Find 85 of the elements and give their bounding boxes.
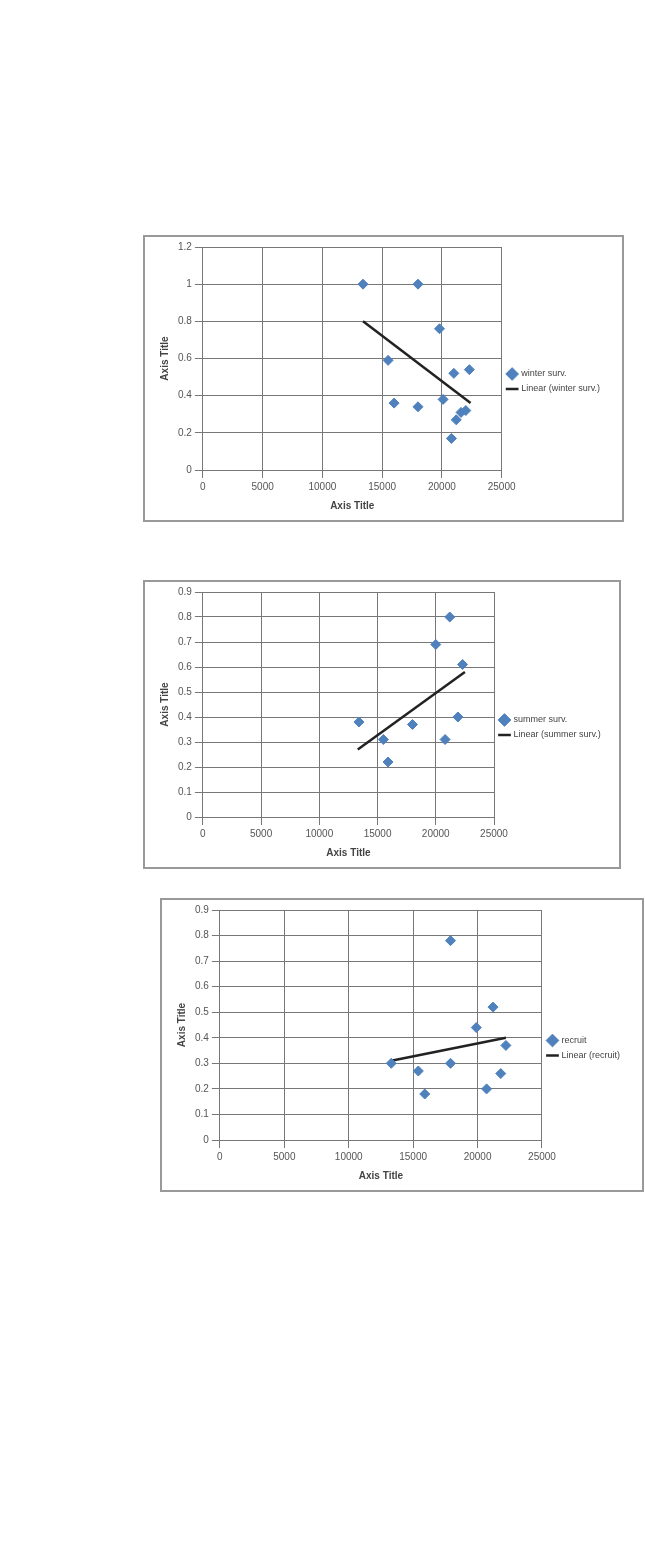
legend-label: Linear (summer surv.) xyxy=(513,729,601,740)
y-axis-title: Axis Title xyxy=(175,1002,187,1048)
y-tick-label: 0.9 xyxy=(178,585,193,597)
y-tick-label: 0.8 xyxy=(178,610,193,622)
x-tick-label: 20000 xyxy=(427,480,457,492)
point xyxy=(412,1065,424,1077)
y-tick-label: 1.2 xyxy=(178,240,193,252)
y-tick-label: 0.4 xyxy=(178,710,193,722)
y-tick-label: 0.1 xyxy=(195,1108,210,1120)
y-tick-label: 0.2 xyxy=(178,760,193,772)
x-tick-label: 25000 xyxy=(480,827,509,839)
legend-label: winter surv. xyxy=(520,368,567,379)
y-tick-label: 0 xyxy=(186,810,193,822)
point xyxy=(439,734,451,745)
point xyxy=(412,278,424,290)
point xyxy=(470,1022,482,1034)
point xyxy=(357,278,369,290)
point xyxy=(445,432,457,444)
point xyxy=(500,1039,512,1051)
x-axis-title: Axis Title xyxy=(330,499,375,511)
y-tick-label: 0.2 xyxy=(178,426,193,438)
point xyxy=(382,354,394,366)
x-tick-label: 20000 xyxy=(463,1150,492,1162)
point xyxy=(444,611,456,623)
point xyxy=(353,716,365,728)
y-tick-label: 0.5 xyxy=(195,1005,210,1017)
y-tick-label: 0.4 xyxy=(195,1031,210,1043)
y-tick-label: 0.7 xyxy=(178,635,193,647)
y-tick-label: 0 xyxy=(186,463,193,475)
point xyxy=(463,364,475,376)
y-tick-label: 0.1 xyxy=(178,785,193,797)
y-tick-label: 0.6 xyxy=(195,980,210,992)
x-tick-label: 25000 xyxy=(528,1150,557,1162)
y-tick-label: 0.9 xyxy=(195,903,210,915)
y-tick-label: 0.6 xyxy=(178,660,193,672)
legend-label: recruit xyxy=(561,1034,587,1045)
point xyxy=(452,711,464,723)
x-tick-label: 0 xyxy=(217,1150,224,1162)
legend-label: Linear (winter surv.) xyxy=(521,383,600,394)
point xyxy=(437,393,449,405)
y-tick-label: 0.7 xyxy=(195,954,210,966)
y-tick-label: 0 xyxy=(203,1133,210,1145)
y-tick-label: 0.6 xyxy=(178,352,193,364)
point xyxy=(457,659,469,670)
point xyxy=(382,756,394,768)
point xyxy=(388,397,400,409)
point xyxy=(419,1088,431,1100)
x-tick-label: 5000 xyxy=(250,827,273,839)
y-tick-label: 0.4 xyxy=(178,389,193,401)
y-tick-label: 0.5 xyxy=(178,685,193,697)
point xyxy=(430,639,442,650)
x-tick-label: 5000 xyxy=(251,480,275,492)
point xyxy=(377,734,389,745)
y-tick-label: 0.8 xyxy=(178,315,193,327)
x-tick-label: 15000 xyxy=(368,480,397,492)
point xyxy=(481,1083,493,1095)
y-tick-label: 0.8 xyxy=(195,929,210,941)
x-tick-label: 10000 xyxy=(334,1150,364,1162)
legend-label: summer surv. xyxy=(513,714,568,725)
point xyxy=(445,935,457,947)
x-tick-label: 10000 xyxy=(308,480,337,492)
y-axis-title: Axis Title xyxy=(158,681,170,727)
y-tick-label: 1 xyxy=(186,277,193,289)
x-tick-label: 25000 xyxy=(487,480,516,492)
point xyxy=(406,719,418,730)
x-axis-title: Axis Title xyxy=(326,846,372,858)
y-tick-label: 0.3 xyxy=(178,735,193,747)
y-tick-label: 0.3 xyxy=(195,1057,210,1069)
point xyxy=(385,1057,397,1069)
point xyxy=(487,1001,499,1013)
point xyxy=(450,414,462,426)
point xyxy=(434,323,446,335)
x-tick-label: 5000 xyxy=(273,1150,296,1162)
x-tick-label: 10000 xyxy=(305,827,334,839)
point xyxy=(448,367,460,379)
point xyxy=(445,1057,457,1069)
x-tick-label: 15000 xyxy=(363,827,392,839)
y-tick-label: 0.2 xyxy=(195,1082,210,1094)
point xyxy=(412,401,424,413)
x-tick-label: 15000 xyxy=(399,1150,428,1162)
x-axis-title: Axis Title xyxy=(358,1169,404,1181)
y-axis-title: Axis Title xyxy=(158,335,170,381)
x-tick-label: 20000 xyxy=(421,827,451,839)
legend-label: Linear (recruit) xyxy=(561,1049,621,1060)
point xyxy=(495,1068,507,1080)
